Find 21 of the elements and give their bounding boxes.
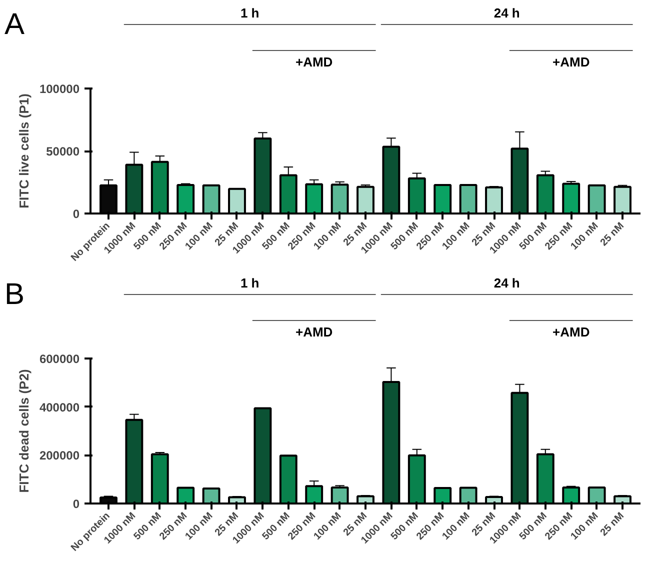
y-tick-label: 0	[72, 497, 80, 511]
chart-title: A	[4, 8, 25, 41]
text: +AMD	[296, 324, 333, 340]
x-tick-label: 25 nM	[598, 510, 626, 538]
y-tick-label: 100000	[39, 82, 80, 96]
text: 1 h	[240, 276, 260, 290]
y-tick-label: 400000	[39, 400, 80, 414]
text: +AMD	[552, 324, 590, 340]
y-axis-title: FITC dead cells (P2)	[16, 369, 32, 493]
y-tick-label: 0	[72, 207, 80, 221]
y-axis-title: FITC live cells (P1)	[16, 94, 32, 208]
y-tick-label: 50000	[46, 144, 80, 158]
x-tick-label: 25 nM	[598, 220, 626, 248]
text: 1 h	[240, 6, 260, 20]
text: +AMD	[296, 54, 333, 70]
y-tick-label: 200000	[39, 448, 80, 463]
text: 24 h	[494, 6, 520, 20]
text: 24 h	[494, 276, 520, 290]
chart-title: B	[4, 278, 25, 311]
y-tick-label: 600000	[39, 352, 80, 366]
text: +AMD	[552, 54, 590, 70]
